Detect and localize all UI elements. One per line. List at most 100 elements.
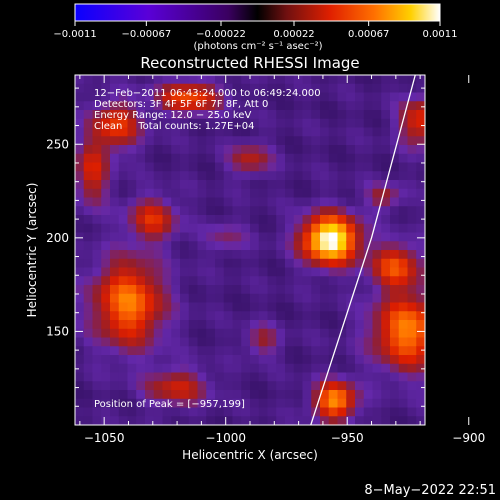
heatmap-cell — [223, 83, 234, 94]
x-axis: −1050 −1000 −950 −900 — [79, 75, 485, 445]
heatmap-cell — [276, 302, 286, 312]
heatmap-cell — [171, 188, 181, 199]
heatmap-cell — [223, 311, 234, 321]
heatmap-cell — [398, 355, 409, 365]
heatmap-cell — [250, 153, 260, 164]
heatmap-cell — [232, 390, 242, 400]
heatmap-cell — [206, 145, 216, 155]
heatmap-cell — [83, 188, 94, 199]
heatmap-cell — [381, 363, 391, 374]
heatmap-cell — [346, 180, 356, 190]
heatmap-cell — [118, 416, 129, 425]
heatmap-cell — [337, 83, 347, 94]
heatmap-cell — [381, 75, 391, 85]
heatmap-cell — [328, 285, 339, 295]
heatmap-cell — [241, 363, 251, 374]
heatmap-cell — [83, 110, 94, 120]
heatmap-cell — [346, 276, 356, 286]
heatmap-cell — [215, 285, 225, 295]
heatmap-cell — [250, 258, 260, 269]
heatmap-cell — [250, 162, 260, 172]
heatmap-cell — [328, 355, 339, 365]
heatmap-cell — [285, 92, 295, 102]
chart-title: Reconstructed RHESSI Image — [140, 54, 359, 72]
heatmap-cell — [311, 171, 321, 181]
heatmap-cell — [346, 83, 356, 94]
heatmap-cell — [83, 346, 94, 356]
heatmap-cell — [372, 171, 382, 181]
heatmap-cell — [372, 206, 382, 216]
heatmap-cell — [398, 180, 409, 190]
heatmap-cell — [83, 381, 94, 391]
heatmap-cell — [92, 136, 102, 146]
heatmap-cell — [101, 285, 111, 295]
heatmap-cell — [136, 118, 146, 129]
heatmap-cell — [180, 337, 190, 347]
heatmap-cell — [162, 162, 172, 172]
heatmap-cell — [188, 153, 199, 164]
heatmap-cell — [381, 267, 391, 277]
heatmap-cell — [267, 171, 277, 181]
heatmap-cell — [92, 302, 102, 312]
heatmap-cell — [328, 136, 339, 146]
heatmap-cell — [136, 75, 146, 85]
heatmap-cell — [197, 83, 207, 94]
heatmap-cell — [92, 232, 102, 242]
heatmap-cell — [372, 398, 382, 409]
heatmap-cell — [110, 258, 120, 269]
heatmap-cell — [293, 101, 304, 111]
heatmap-cell — [92, 416, 102, 425]
heatmap-cell — [407, 75, 417, 85]
heatmap-cell — [241, 258, 251, 269]
heatmap-cell — [390, 171, 400, 181]
heatmap-cell — [363, 118, 374, 129]
heatmap-cell — [75, 320, 85, 330]
heatmap-cell — [407, 188, 417, 199]
heatmap-cell — [363, 110, 374, 120]
heatmap-cell — [416, 381, 425, 391]
heatmap-cell — [320, 162, 330, 172]
heatmap-cell — [381, 285, 391, 295]
heatmap-cell — [346, 75, 356, 85]
heatmap-cell — [328, 276, 339, 286]
heatmap-cell — [215, 232, 225, 242]
heatmap-cell — [92, 398, 102, 409]
heatmap-cell — [346, 372, 356, 382]
heatmap-cell — [101, 127, 111, 137]
heatmap-cell — [92, 407, 102, 417]
heatmap-cell — [180, 381, 190, 391]
heatmap-cell — [390, 127, 400, 137]
heatmap-cell — [407, 398, 417, 409]
heatmap-cell — [276, 346, 286, 356]
heatmap-cell — [416, 390, 425, 400]
heatmap-cell — [320, 276, 330, 286]
heatmap-cell — [276, 162, 286, 172]
heatmap-cell — [241, 346, 251, 356]
heatmap-cell — [101, 267, 111, 277]
annotation-energy-range: Energy Range: 12.0 − 25.0 keV — [94, 110, 251, 121]
heatmap-cell — [153, 241, 164, 251]
heatmap-cell — [188, 302, 199, 312]
heatmap-cell — [293, 302, 304, 312]
heatmap-cell — [197, 206, 207, 216]
heatmap-cell — [416, 206, 425, 216]
heatmap-cell — [398, 127, 409, 137]
heatmap-cell — [136, 241, 146, 251]
heatmap-cell — [363, 416, 374, 425]
heatmap-cell — [267, 153, 277, 164]
heatmap-cell — [118, 110, 129, 120]
heatmap-cell — [328, 75, 339, 85]
heatmap-cell — [381, 232, 391, 242]
heatmap-cell — [346, 197, 356, 207]
heatmap-cell — [407, 293, 417, 304]
heatmap-cell — [302, 171, 312, 181]
heatmap-cell — [180, 83, 190, 94]
heatmap-cell — [206, 346, 216, 356]
heatmap-cell — [285, 153, 295, 164]
heatmap-cell — [285, 83, 295, 94]
heatmap-cell — [153, 153, 164, 164]
heatmap-cell — [118, 206, 129, 216]
heatmap-cell — [110, 381, 120, 391]
heatmap-cell — [232, 337, 242, 347]
heatmap-cell — [276, 320, 286, 330]
